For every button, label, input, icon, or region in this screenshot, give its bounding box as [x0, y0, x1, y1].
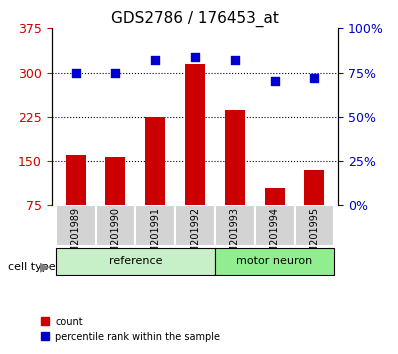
FancyBboxPatch shape: [295, 205, 334, 246]
Bar: [66, 155, 86, 205]
Bar: [225, 110, 245, 205]
Text: GSM201991: GSM201991: [150, 207, 160, 266]
FancyBboxPatch shape: [56, 247, 215, 275]
Point: [271, 79, 278, 84]
Text: GSM201995: GSM201995: [309, 207, 320, 267]
Title: GDS2786 / 176453_at: GDS2786 / 176453_at: [111, 11, 279, 27]
Point: [112, 70, 119, 75]
Bar: [304, 170, 324, 205]
Text: GSM201989: GSM201989: [70, 207, 81, 266]
Point: [152, 57, 158, 63]
Bar: [105, 157, 125, 205]
Text: GSM201992: GSM201992: [190, 207, 200, 267]
FancyBboxPatch shape: [175, 205, 215, 246]
Text: GSM201994: GSM201994: [269, 207, 280, 266]
Bar: [265, 188, 285, 205]
Text: GSM201993: GSM201993: [230, 207, 240, 266]
FancyBboxPatch shape: [56, 205, 96, 246]
Point: [311, 75, 318, 81]
Legend: count, percentile rank within the sample: count, percentile rank within the sample: [37, 313, 224, 346]
FancyBboxPatch shape: [255, 205, 295, 246]
FancyBboxPatch shape: [215, 205, 255, 246]
Bar: [185, 64, 205, 205]
Point: [72, 70, 79, 75]
FancyBboxPatch shape: [96, 205, 135, 246]
Point: [192, 54, 198, 59]
Text: cell type: cell type: [8, 262, 56, 272]
Text: reference: reference: [109, 256, 162, 266]
Text: ▶: ▶: [40, 261, 49, 274]
Text: motor neuron: motor neuron: [236, 256, 313, 266]
FancyBboxPatch shape: [135, 205, 175, 246]
Point: [232, 57, 238, 63]
Bar: [145, 117, 165, 205]
Text: GSM201990: GSM201990: [110, 207, 121, 266]
FancyBboxPatch shape: [215, 247, 334, 275]
